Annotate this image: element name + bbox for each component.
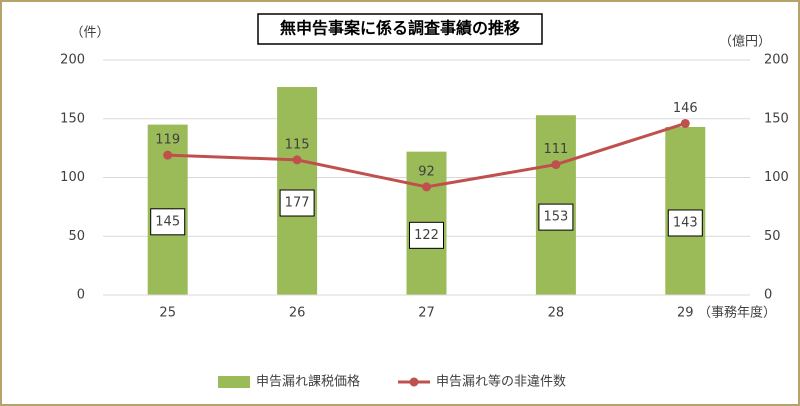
point: [551, 160, 561, 170]
chart-title: 無申告事案に係る調査事績の推移: [280, 19, 520, 38]
x-tick-label: 26: [289, 306, 306, 321]
data-label: 153: [543, 210, 568, 225]
data-label: 92: [418, 164, 435, 179]
y2-tick-label: 200: [764, 53, 789, 68]
x-tick-label: 29: [677, 306, 694, 321]
point: [422, 182, 431, 192]
data-label-box: [667, 209, 703, 237]
data-label: 111: [543, 142, 568, 157]
y-tick-label: 200: [60, 53, 85, 68]
y2-tick-label: 150: [764, 111, 789, 126]
data-label-box: [409, 221, 444, 249]
y-axis-label: （件）: [70, 26, 109, 41]
point: [163, 150, 173, 160]
data-label: 146: [673, 101, 698, 116]
x-tick-label: 25: [159, 306, 176, 321]
point: [292, 155, 302, 165]
legend-label: 申告漏れ課税価格: [256, 374, 360, 390]
y-tick-label: 150: [60, 111, 85, 126]
y-tick-label: 100: [60, 170, 85, 185]
legend-label: 申告漏れ等の非違件数: [436, 374, 566, 390]
y2-axis-label: （億円）: [719, 34, 771, 50]
legend-swatch: [218, 376, 250, 388]
y-tick-label: 50: [68, 229, 85, 244]
data-label: 115: [285, 137, 310, 152]
point: [680, 118, 690, 128]
data-label: 145: [155, 214, 180, 229]
legend-swatch: [409, 377, 419, 387]
title-box: [257, 13, 543, 45]
data-label: 122: [414, 228, 439, 243]
data-label: 177: [285, 196, 310, 211]
data-label-box: [538, 203, 574, 231]
y2-tick-label: 100: [764, 170, 789, 185]
data-label-box: [279, 189, 315, 217]
y-tick-label: 0: [77, 288, 85, 303]
x-tick-label: 28: [548, 306, 565, 321]
data-label: 143: [673, 215, 698, 230]
y2-tick-label: 0: [764, 288, 772, 303]
data-label-box: [150, 208, 186, 236]
x-axis-label: （事務年度）: [698, 305, 776, 321]
data-label: 119: [155, 133, 180, 148]
x-tick-label: 27: [418, 306, 435, 321]
y2-tick-label: 50: [764, 229, 781, 244]
